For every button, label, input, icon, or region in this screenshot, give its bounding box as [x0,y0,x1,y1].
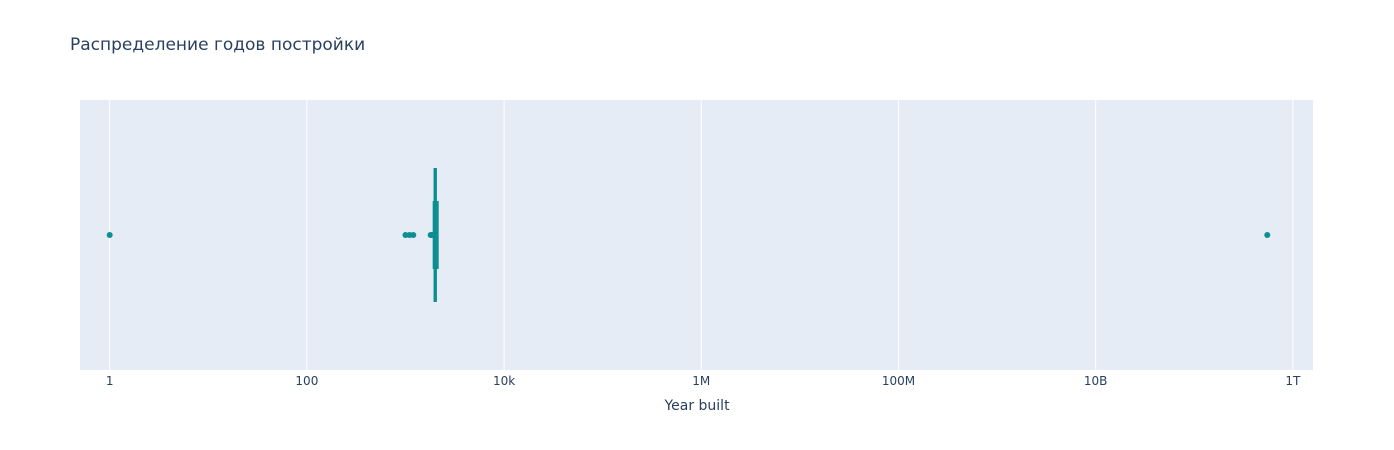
outlier-point [429,232,436,238]
x-tick-label: 10B [1084,374,1108,388]
x-tick-label: 1M [692,374,710,388]
x-tick-label: 100 [295,374,318,388]
grid-lines [109,100,1294,370]
x-tick-label: 10k [493,374,515,388]
outlier-point [1264,232,1271,238]
x-axis-title: Year built [663,398,730,414]
chart-title: Распределение годов постройки [70,35,365,55]
x-tick-label: 1T [1285,374,1301,388]
outlier-point [106,232,113,238]
x-tick-label: 1 [106,374,114,388]
outlier-points [106,232,1271,238]
outlier-point [410,232,417,238]
x-tick-label: 100M [882,374,915,388]
x-axis-ticks: 1 100 10k 1M 100M 10B 1T [106,374,1301,388]
plot-area [80,100,1313,370]
